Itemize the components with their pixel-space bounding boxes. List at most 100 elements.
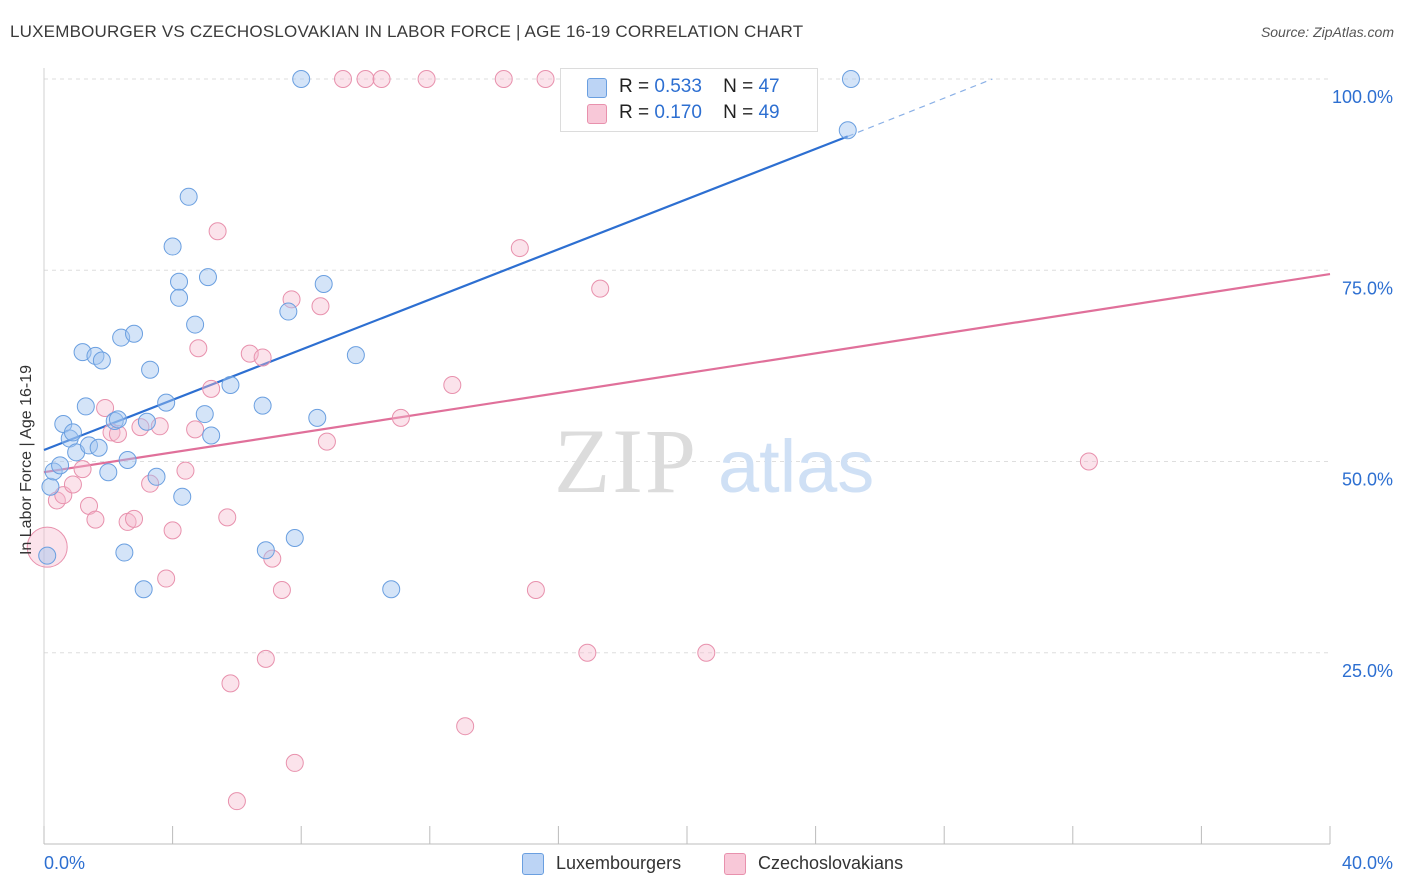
czechoslovakians-trendline [43, 272, 1331, 474]
luxembourger-point [279, 302, 298, 321]
czechoslovakian-point [333, 70, 352, 88]
czechoslovakian-point [73, 460, 92, 479]
czechoslovakian-point [494, 70, 513, 88]
luxembourger-point [170, 272, 189, 291]
czechoslovakian-point [578, 643, 597, 662]
czechoslovakian-point [591, 279, 610, 298]
czechoslovakian-point [189, 339, 208, 358]
luxembourger-point [38, 546, 57, 565]
czechoslovakian-point [202, 379, 221, 398]
luxembourger-point [108, 410, 127, 429]
luxembourgers-swatch [587, 78, 607, 98]
luxembourger-point [115, 543, 134, 562]
luxembourger-point [285, 529, 304, 547]
luxembourger-point [292, 70, 311, 88]
y-tick-label: 50.0% [1342, 470, 1393, 490]
luxembourgers-trendline-extension [847, 78, 993, 137]
luxembourger-point [51, 456, 70, 475]
luxembourger-point [99, 463, 118, 482]
luxembourger-point [841, 70, 860, 88]
luxembourger-point [86, 346, 105, 365]
luxembourger-point [41, 477, 60, 496]
czechoslovakian-point [272, 581, 291, 600]
czechoslovakian-point [510, 239, 529, 258]
czechoslovakians-legend-swatch [724, 853, 746, 875]
czechoslovakian-point [391, 408, 410, 427]
x-tick-label-start: 0.0% [44, 853, 85, 873]
czechoslovakian-point [227, 792, 246, 811]
czechoslovakian-point [163, 521, 182, 540]
luxembourger-point [147, 467, 166, 486]
luxembourger-point [346, 346, 365, 365]
czechoslovakian-point [125, 509, 144, 528]
czechoslovakian-point [218, 508, 237, 527]
luxembourger-point [314, 275, 333, 294]
luxembourgers-trendline [43, 135, 849, 452]
czechoslovakian-point [63, 475, 82, 494]
czech-n-value: 49 [758, 102, 780, 123]
czechoslovakian-point [102, 423, 121, 442]
luxembourger-point [170, 288, 189, 307]
czechoslovakians-swatch [587, 104, 607, 124]
czech-n-label: N = [723, 102, 754, 123]
czechoslovakian-point [1079, 452, 1098, 471]
czechoslovakian-point [311, 297, 330, 316]
watermark-atlas: atlas [718, 425, 874, 508]
luxembourger-point [838, 121, 857, 140]
czech-r-value: 0.170 [654, 102, 702, 123]
lux-r-value: 0.533 [654, 76, 702, 97]
data-points [26, 70, 1098, 811]
luxembourger-point [125, 324, 144, 343]
luxembourger-point [89, 438, 108, 457]
lux-r-label: R = [619, 76, 650, 97]
czechoslovakian-point [356, 70, 375, 88]
y-tick-label: 25.0% [1342, 661, 1393, 681]
luxembourger-point [308, 408, 327, 427]
luxembourger-point [256, 541, 275, 560]
czechoslovakian-point [86, 510, 105, 529]
y-axis-label: In Labor Force | Age 16-19 [18, 364, 35, 556]
correlation-legend: R = 0.533 N = 47 R = 0.170 N = 49 [560, 68, 818, 132]
luxembourger-point [179, 187, 198, 206]
lux-n-value: 47 [758, 76, 780, 97]
czechoslovakian-point [285, 753, 304, 772]
luxembourger-point [253, 396, 272, 415]
czechoslovakian-point [536, 70, 555, 88]
luxembourger-point [76, 397, 95, 416]
czechoslovakians-legend-label: Czechoslovakians [758, 853, 904, 873]
grid-lines [44, 78, 1330, 654]
czechoslovakian-point [253, 348, 272, 367]
trend-lines [43, 78, 1331, 474]
czechoslovakian-point [186, 420, 205, 439]
luxembourger-point [137, 412, 156, 431]
czechoslovakian-point [157, 569, 176, 588]
czechoslovakian-point [256, 649, 275, 668]
czechoslovakian-point [372, 70, 391, 88]
luxembourger-point [198, 268, 217, 287]
czechoslovakian-point [417, 70, 436, 88]
czechoslovakian-point [221, 674, 240, 693]
luxembourger-point [173, 487, 192, 506]
luxembourger-point [141, 360, 160, 379]
czechoslovakian-point [176, 461, 195, 480]
luxembourger-point [63, 423, 82, 442]
luxembourger-point [163, 237, 182, 256]
luxembourger-point [134, 580, 153, 599]
luxembourger-point [202, 426, 221, 445]
czechoslovakian-point [141, 474, 160, 493]
y-tick-label: 75.0% [1342, 278, 1393, 298]
luxembourger-point [157, 393, 176, 412]
luxembourger-point [221, 376, 240, 394]
czech-r-label: R = [619, 102, 650, 123]
luxembourger-point [382, 580, 401, 599]
luxembourger-point [195, 405, 214, 424]
czechoslovakian-point [697, 643, 716, 662]
lux-n-label: N = [723, 76, 754, 97]
czechoslovakian-point [317, 432, 336, 451]
x-tick-label-end: 40.0% [1342, 853, 1393, 873]
czechoslovakian-point [96, 398, 115, 417]
watermark: ZIP atlas [554, 410, 874, 512]
axes [43, 68, 1331, 845]
czechoslovakian-point [208, 222, 227, 241]
luxembourger-point [186, 315, 205, 334]
